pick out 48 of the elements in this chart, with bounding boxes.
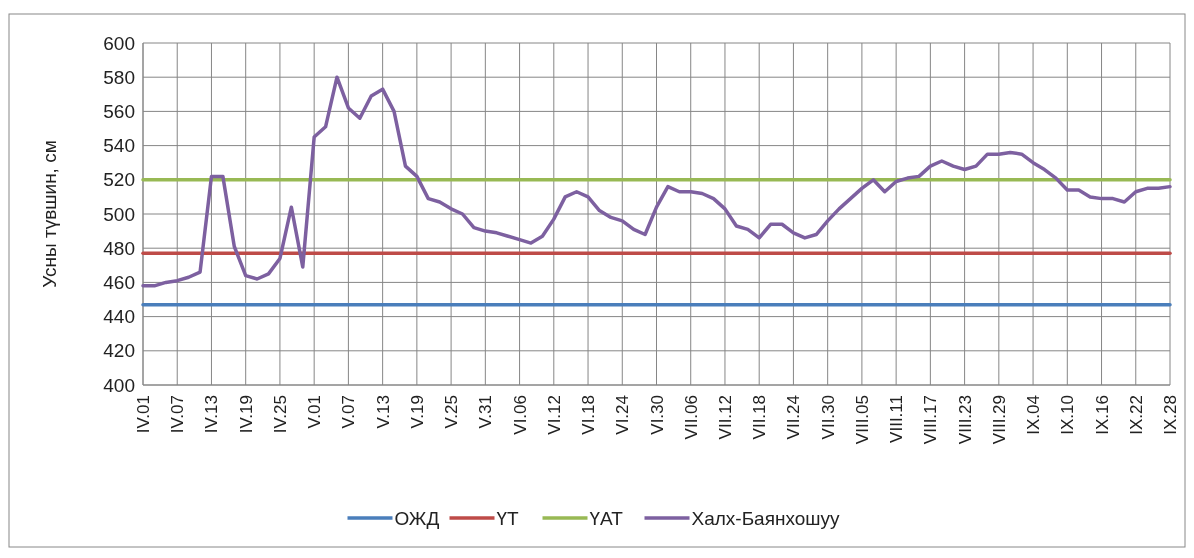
legend-label: ҮАТ	[589, 507, 624, 529]
x-tick-label: VI.12	[544, 395, 564, 435]
x-tick-label: V.13	[373, 395, 393, 429]
x-tick-label: VII.24	[784, 395, 804, 440]
x-tick-label: IV.25	[270, 395, 290, 434]
x-tick-label: IX.16	[1092, 395, 1112, 435]
x-tick-label: VII.06	[681, 395, 701, 440]
x-tick-label: IV.07	[168, 395, 188, 434]
x-tick-label: VI.06	[510, 395, 530, 435]
y-tick-label: 520	[103, 169, 135, 191]
y-tick-label: 440	[103, 306, 135, 328]
x-tick-label: V.25	[442, 395, 462, 429]
x-tick-label: VIII.11	[887, 395, 907, 443]
x-tick-label: IX.04	[1024, 395, 1044, 435]
x-tick-label: VI.18	[579, 395, 599, 435]
y-axis-title: Усны түвшин, см	[39, 140, 60, 288]
x-tick-label: VIII.23	[955, 395, 975, 445]
x-tick-label: IX.22	[1126, 395, 1146, 435]
x-tick-label: VIII.17	[921, 395, 941, 445]
x-tick-label: V.19	[407, 395, 427, 429]
y-tick-label: 580	[103, 66, 135, 88]
y-tick-label: 600	[103, 32, 135, 54]
y-tick-label: 540	[103, 135, 135, 157]
x-tick-label: VII.12	[715, 395, 735, 440]
x-tick-label: VII.30	[818, 395, 838, 440]
legend-label: Халх-Баянхошуу	[691, 507, 841, 529]
x-tick-label: IV.01	[134, 395, 153, 434]
y-tick-label: 500	[103, 203, 135, 225]
legend-label: ҮТ	[496, 507, 520, 529]
x-tick-label: V.31	[476, 395, 496, 429]
x-tick-label: IX.10	[1058, 395, 1078, 435]
x-tick-label: VIII.29	[989, 395, 1009, 445]
legend-label: ОЖД	[394, 507, 440, 529]
y-tick-label: 460	[103, 272, 135, 294]
x-tick-label: V.01	[305, 395, 325, 429]
x-tick-label: IV.13	[202, 395, 222, 434]
x-tick-label: V.07	[339, 395, 359, 429]
y-tick-label: 560	[103, 101, 135, 123]
x-tick-label: VII.18	[750, 395, 770, 440]
x-tick-label: VIII.05	[852, 395, 872, 445]
y-tick-label: 480	[103, 237, 135, 259]
y-tick-label: 400	[103, 374, 135, 396]
x-tick-label: IX.28	[1161, 395, 1180, 435]
x-tick-label: IV.19	[236, 395, 256, 434]
y-tick-label: 420	[103, 340, 135, 362]
line-series	[141, 75, 1172, 288]
x-tick-label: VI.24	[613, 395, 633, 435]
x-tick-label: VI.30	[647, 395, 667, 435]
